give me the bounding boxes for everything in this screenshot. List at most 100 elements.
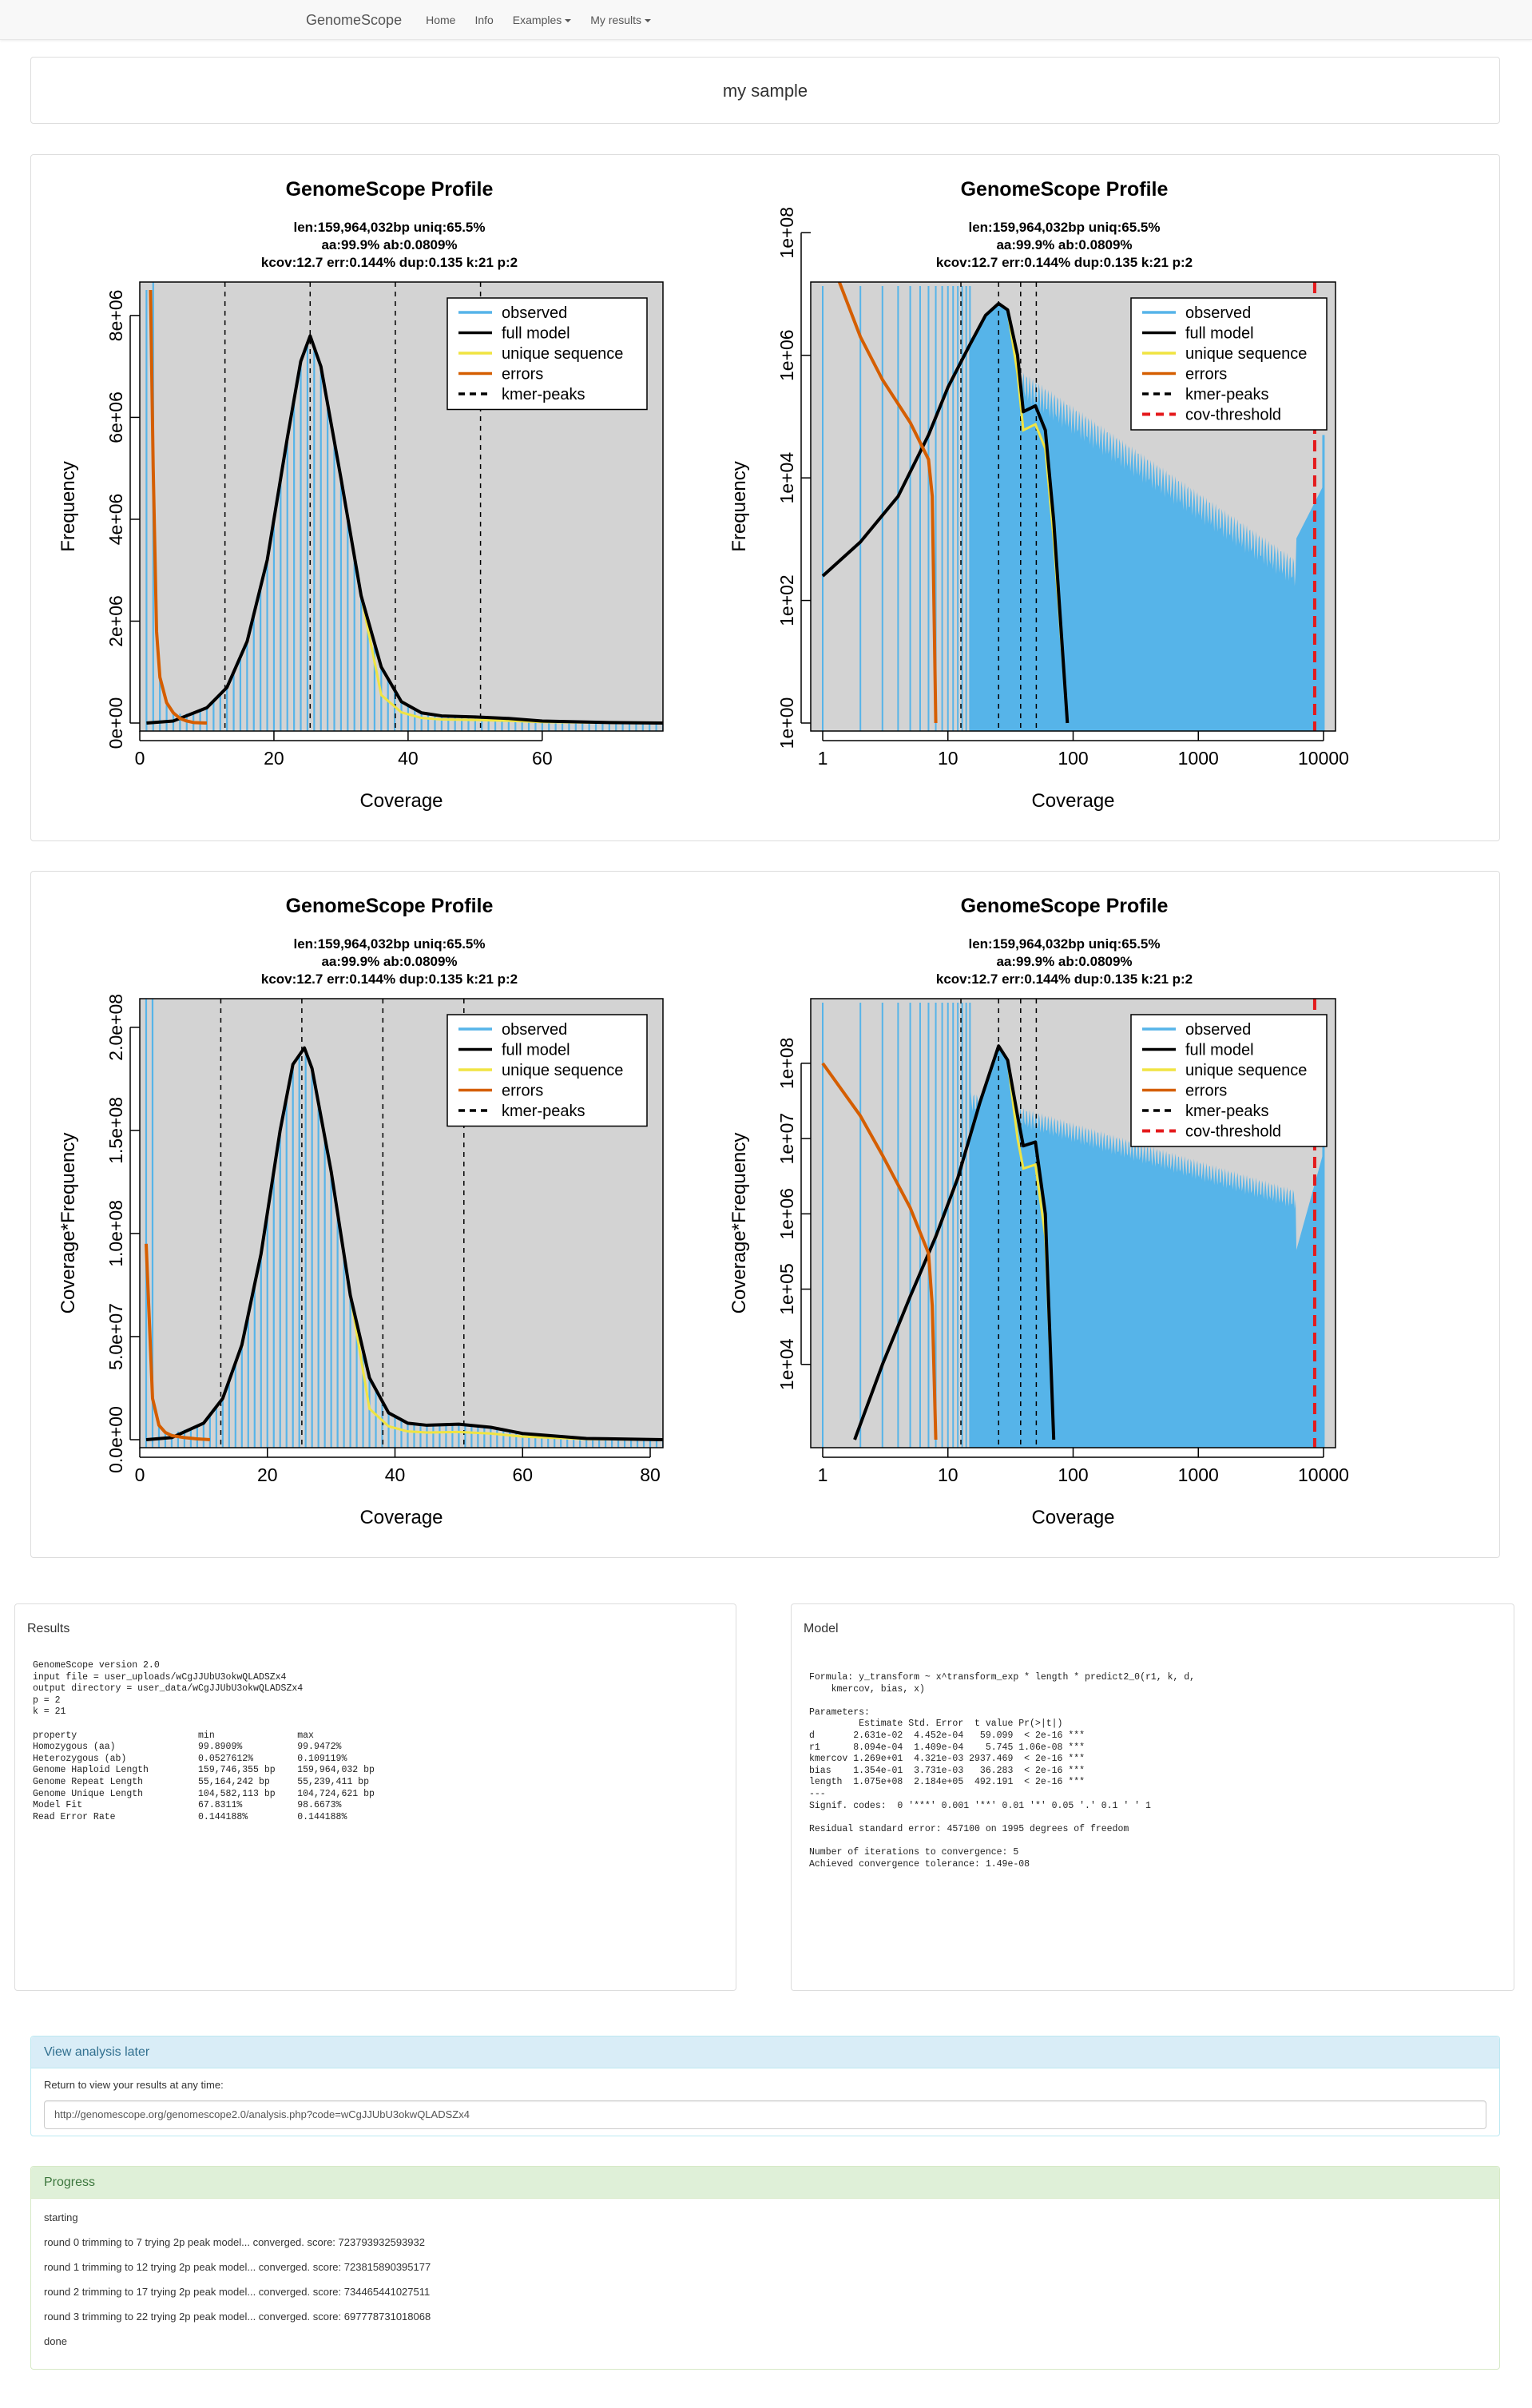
y-tick-label: 1.0e+08 (105, 1200, 126, 1267)
x-tick-label: 1000 (1178, 748, 1219, 769)
chart-subtitle: len:159,964,032bp uniq:65.5% (294, 220, 486, 235)
plot-group (821, 282, 1325, 731)
model-line (809, 1695, 1195, 1707)
progress-line: done (44, 2335, 67, 2347)
legend-label: errors (1185, 366, 1227, 383)
sample-title-panel: my sample (30, 57, 1500, 124)
x-tick-label: 0 (135, 1464, 145, 1485)
progress-log: starting round 0 trimming to 7 trying 2p … (44, 2205, 431, 2354)
legend-label: errors (502, 366, 543, 383)
progress-line: round 3 trimming to 22 trying 2p peak mo… (44, 2311, 431, 2323)
y-axis-label: Frequency (728, 461, 750, 551)
legend-label: unique sequence (1185, 345, 1307, 363)
legend-label: kmer-peaks (502, 1103, 585, 1120)
legend-label: unique sequence (502, 345, 623, 363)
errors-line (837, 282, 938, 724)
legend-label: unique sequence (502, 1062, 623, 1079)
results-line: property min max (33, 1730, 314, 1741)
model-line: Formula: y_transform ~ x^transform_exp *… (809, 1672, 1196, 1683)
full-model-line (853, 1044, 1056, 1440)
view-later-text: Return to view your results at any time: (44, 2079, 224, 2091)
model-line: Estimate Std. Error t value Pr(>|t|) (809, 1719, 1063, 1730)
x-tick-label: 10000 (1298, 1464, 1349, 1485)
y-tick-label: 1e+00 (776, 697, 797, 749)
legend-label: observed (502, 1021, 567, 1039)
model-line (809, 1835, 1195, 1847)
model-line: Number of iterations to convergence: 5 (809, 1846, 1019, 1858)
y-tick-label: 1e+06 (776, 329, 797, 381)
x-axis-label: Coverage (1031, 1507, 1114, 1528)
legend-label: full model (502, 1042, 570, 1059)
analysis-url-field[interactable]: http://genomescope.org/genomescope2.0/an… (44, 2100, 1486, 2129)
chart-subtitle: len:159,964,032bp uniq:65.5% (969, 936, 1161, 952)
model-line: kmercov 1.269e+01 4.321e-03 2937.469 < 2… (809, 1754, 1085, 1765)
y-tick-label: 0.0e+00 (105, 1406, 126, 1473)
results-line: p = 2 (33, 1695, 61, 1706)
legend-label: full model (502, 325, 570, 343)
model-line: length 1.075e+08 2.184e+05 492.191 < 2e-… (809, 1777, 1085, 1788)
plot-group (821, 999, 1325, 1448)
brand-link[interactable]: GenomeScope (306, 11, 403, 28)
model-line (809, 1812, 1195, 1824)
x-tick-label: 1 (818, 1464, 828, 1485)
results-line: Genome Repeat Length 55,164,242 bp 55,23… (33, 1776, 369, 1787)
legend-label: unique sequence (1185, 1062, 1307, 1079)
x-axis-label: Coverage (359, 790, 443, 812)
results-line: Genome Haploid Length 159,746,355 bp 159… (33, 1765, 375, 1776)
chart-subtitle: kcov:12.7 err:0.144% dup:0.135 k:21 p:2 (936, 255, 1193, 270)
model-line: --- (809, 1788, 826, 1799)
y-tick-label: 1.5e+08 (105, 1097, 126, 1164)
model-line: Achieved convergence tolerance: 1.49e-08 (809, 1858, 1030, 1870)
model-title: Model (804, 1622, 839, 1635)
model-line: Signif. codes: 0 '***' 0.001 '**' 0.01 '… (809, 1800, 1151, 1811)
view-later-header: View analysis later (31, 2036, 1499, 2068)
nav-examples-label: Examples (512, 14, 562, 26)
x-tick-label: 20 (264, 748, 284, 769)
results-line: Homozygous (aa) 99.8909% 99.9472% (33, 1742, 342, 1753)
x-tick-label: 60 (532, 748, 553, 769)
chart-title: GenomeScope Profile (961, 895, 1169, 917)
view-later-panel: View analysis later Return to view your … (30, 2036, 1500, 2136)
legend-label: cov-threshold (1185, 407, 1281, 424)
y-axis-label: Coverage*Frequency (58, 1133, 79, 1314)
legend-label: errors (502, 1083, 543, 1100)
errors-line (149, 289, 208, 725)
observed-area (970, 304, 1323, 731)
progress-panel: Progress starting round 0 trimming to 7 t… (30, 2166, 1500, 2370)
chart-subtitle: aa:99.9% ab:0.0809% (321, 954, 457, 969)
chart-subtitle: kcov:12.7 err:0.144% dup:0.135 k:21 p:2 (261, 972, 518, 987)
y-tick-label: 2.0e+08 (105, 994, 126, 1061)
plot-group (145, 282, 663, 731)
results-line: Heterozygous (ab) 0.0527612% 0.109119% (33, 1753, 347, 1764)
errors-line (821, 1062, 938, 1440)
y-tick-label: 2e+06 (105, 595, 126, 647)
y-tick-label: 4e+06 (105, 494, 126, 546)
results-title: Results (27, 1622, 70, 1635)
x-tick-label: 80 (640, 1464, 661, 1485)
plot-group (144, 999, 663, 1448)
chart-linear-coverage-frequency: GenomeScope Profile len:159,964,032bp uni… (32, 876, 687, 1548)
model-text: Formula: y_transform ~ x^transform_exp *… (809, 1672, 1195, 1870)
navbar: GenomeScope Home Info Examples My result… (0, 0, 1532, 40)
results-line: output directory = user_data/wCgJJUbU3ok… (33, 1683, 304, 1695)
nav-examples[interactable]: Examples (512, 14, 572, 26)
results-line: input file = user_uploads/wCgJJUbU3okwQL… (33, 1671, 287, 1683)
errors-line (144, 1243, 210, 1441)
results-line: Read Error Rate 0.144188% 0.144188% (33, 1811, 347, 1822)
x-tick-label: 100 (1058, 748, 1088, 769)
caret-down-icon (565, 19, 572, 23)
legend-box (1130, 297, 1328, 431)
chart-svg: GenomeScope Profile len:159,964,032bp uni… (58, 178, 664, 812)
observed-area (970, 1046, 1323, 1448)
nav-info[interactable]: Info (474, 14, 494, 26)
legend-label: kmer-peaks (1185, 386, 1268, 403)
legend-label: full model (1185, 1042, 1254, 1059)
full-model-line (146, 334, 663, 725)
nav-my-results[interactable]: My results (590, 14, 652, 26)
x-tick-label: 1 (818, 748, 828, 769)
nav-home[interactable]: Home (426, 14, 456, 26)
full-model-line (821, 301, 1070, 724)
x-tick-label: 1000 (1178, 1464, 1219, 1485)
legend-label: kmer-peaks (502, 386, 585, 403)
progress-line: round 2 trimming to 17 trying 2p peak mo… (44, 2286, 431, 2298)
